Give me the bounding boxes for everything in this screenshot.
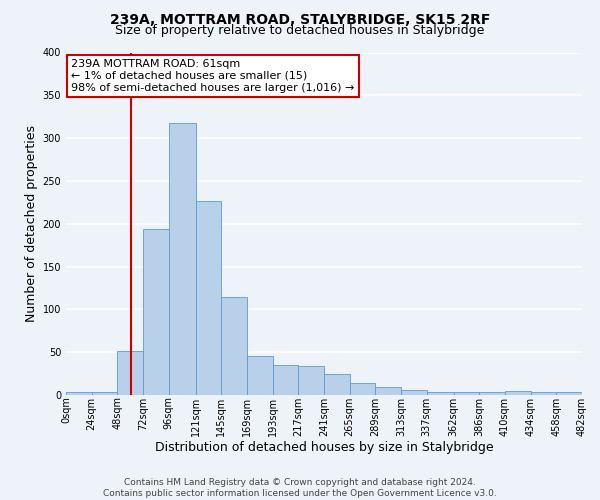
Bar (298, 366, 324, 395)
Bar (143, 229, 169, 395)
Text: Size of property relative to detached houses in Stalybridge: Size of property relative to detached ho… (115, 24, 485, 37)
Bar (169, 122, 196, 395)
Bar (505, 390, 530, 395)
Bar (556, 392, 582, 395)
X-axis label: Distribution of detached houses by size in Stalybridge: Distribution of detached houses by size … (155, 442, 493, 454)
Text: 239A MOTTRAM ROAD: 61sqm
← 1% of detached houses are smaller (15)
98% of semi-de: 239A MOTTRAM ROAD: 61sqm ← 1% of detache… (71, 60, 355, 92)
Text: Contains HM Land Registry data © Crown copyright and database right 2024.
Contai: Contains HM Land Registry data © Crown c… (103, 478, 497, 498)
Text: 239A, MOTTRAM ROAD, STALYBRIDGE, SK15 2RF: 239A, MOTTRAM ROAD, STALYBRIDGE, SK15 2R… (110, 12, 490, 26)
Y-axis label: Number of detached properties: Number of detached properties (25, 125, 38, 322)
Bar (530, 392, 556, 395)
Bar (427, 392, 454, 395)
Bar (92, 392, 118, 395)
Bar (247, 356, 272, 395)
Bar (350, 383, 376, 395)
Bar (196, 200, 221, 395)
Bar (118, 352, 143, 395)
Bar (401, 390, 427, 395)
Bar (376, 388, 401, 395)
Bar (324, 374, 350, 395)
Bar (221, 296, 247, 395)
Bar (479, 392, 505, 395)
Bar (454, 392, 479, 395)
Bar (272, 365, 298, 395)
Bar (66, 392, 92, 395)
